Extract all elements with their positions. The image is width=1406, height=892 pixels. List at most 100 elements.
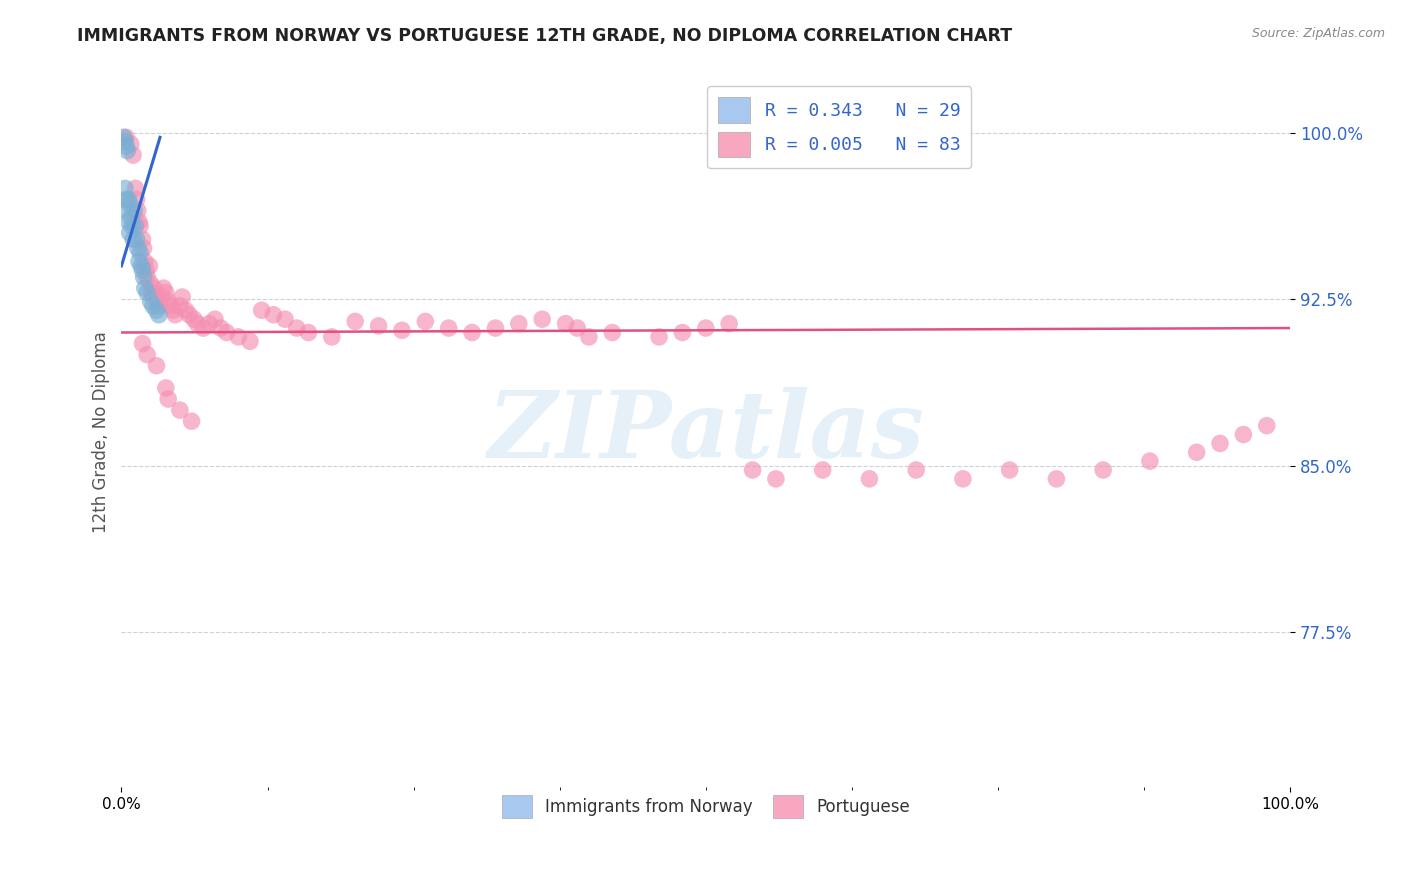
Point xyxy=(121,219,143,233)
Point xyxy=(461,326,484,340)
Point xyxy=(215,326,238,340)
Point xyxy=(765,472,787,486)
Point xyxy=(131,232,153,246)
Point xyxy=(484,321,506,335)
Point xyxy=(115,139,138,153)
Point xyxy=(134,254,156,268)
Point xyxy=(139,277,162,291)
Point xyxy=(131,259,153,273)
Point xyxy=(138,259,160,273)
Point xyxy=(152,281,174,295)
Point xyxy=(718,317,741,331)
Point xyxy=(128,214,150,228)
Point xyxy=(124,219,146,233)
Point xyxy=(118,226,141,240)
Point xyxy=(297,326,319,340)
Point xyxy=(114,135,136,149)
Point xyxy=(250,303,273,318)
Point xyxy=(120,210,142,224)
Point xyxy=(198,317,221,331)
Point xyxy=(162,303,184,318)
Point xyxy=(139,294,162,309)
Text: ZIPatlas: ZIPatlas xyxy=(488,387,924,477)
Point xyxy=(112,130,135,145)
Point xyxy=(136,270,159,285)
Point xyxy=(136,285,159,300)
Point xyxy=(274,312,297,326)
Point xyxy=(905,463,928,477)
Point xyxy=(131,336,153,351)
Point xyxy=(1185,445,1208,459)
Point xyxy=(115,193,138,207)
Point xyxy=(209,321,232,335)
Point xyxy=(135,263,157,277)
Point xyxy=(129,245,152,260)
Point xyxy=(600,326,623,340)
Point xyxy=(226,330,249,344)
Point xyxy=(125,232,148,246)
Point xyxy=(148,308,170,322)
Point xyxy=(391,323,413,337)
Point xyxy=(169,299,191,313)
Point xyxy=(115,130,138,145)
Point xyxy=(578,330,600,344)
Point xyxy=(554,317,576,331)
Point xyxy=(239,334,262,349)
Point xyxy=(952,472,974,486)
Point xyxy=(117,144,139,158)
Point xyxy=(186,317,208,331)
Point xyxy=(1139,454,1161,468)
Point xyxy=(118,197,141,211)
Point xyxy=(128,254,150,268)
Point xyxy=(117,193,139,207)
Y-axis label: 12th Grade, No Diploma: 12th Grade, No Diploma xyxy=(93,332,110,533)
Point xyxy=(1209,436,1232,450)
Point xyxy=(367,318,389,333)
Point xyxy=(117,203,139,218)
Point xyxy=(508,317,530,331)
Point xyxy=(1045,472,1067,486)
Point xyxy=(321,330,343,344)
Point xyxy=(174,303,197,318)
Point xyxy=(437,321,460,335)
Point xyxy=(145,292,167,306)
Point xyxy=(145,359,167,373)
Point xyxy=(183,312,205,326)
Point xyxy=(148,299,170,313)
Point xyxy=(179,308,201,322)
Point xyxy=(262,308,284,322)
Point xyxy=(132,270,155,285)
Point xyxy=(858,472,880,486)
Legend: Immigrants from Norway, Portuguese: Immigrants from Norway, Portuguese xyxy=(495,788,917,825)
Text: IMMIGRANTS FROM NORWAY VS PORTUGUESE 12TH GRADE, NO DIPLOMA CORRELATION CHART: IMMIGRANTS FROM NORWAY VS PORTUGUESE 12T… xyxy=(77,27,1012,45)
Point xyxy=(114,181,136,195)
Point xyxy=(741,463,763,477)
Point xyxy=(131,263,153,277)
Point xyxy=(671,326,693,340)
Point xyxy=(127,241,149,255)
Point xyxy=(136,348,159,362)
Point xyxy=(531,312,554,326)
Point xyxy=(124,203,146,218)
Point xyxy=(1232,427,1254,442)
Point xyxy=(129,219,152,233)
Point xyxy=(157,294,180,309)
Point xyxy=(141,285,163,300)
Point xyxy=(648,330,671,344)
Point xyxy=(157,392,180,406)
Point xyxy=(142,299,165,313)
Point xyxy=(567,321,589,335)
Text: Source: ZipAtlas.com: Source: ZipAtlas.com xyxy=(1251,27,1385,40)
Point xyxy=(1256,418,1278,433)
Point xyxy=(193,321,215,335)
Point xyxy=(811,463,834,477)
Point xyxy=(125,193,148,207)
Point xyxy=(122,232,145,246)
Point xyxy=(155,285,177,300)
Point xyxy=(1092,463,1115,477)
Point xyxy=(134,281,156,295)
Point xyxy=(285,321,308,335)
Point xyxy=(998,463,1021,477)
Point xyxy=(155,381,177,395)
Point xyxy=(117,214,139,228)
